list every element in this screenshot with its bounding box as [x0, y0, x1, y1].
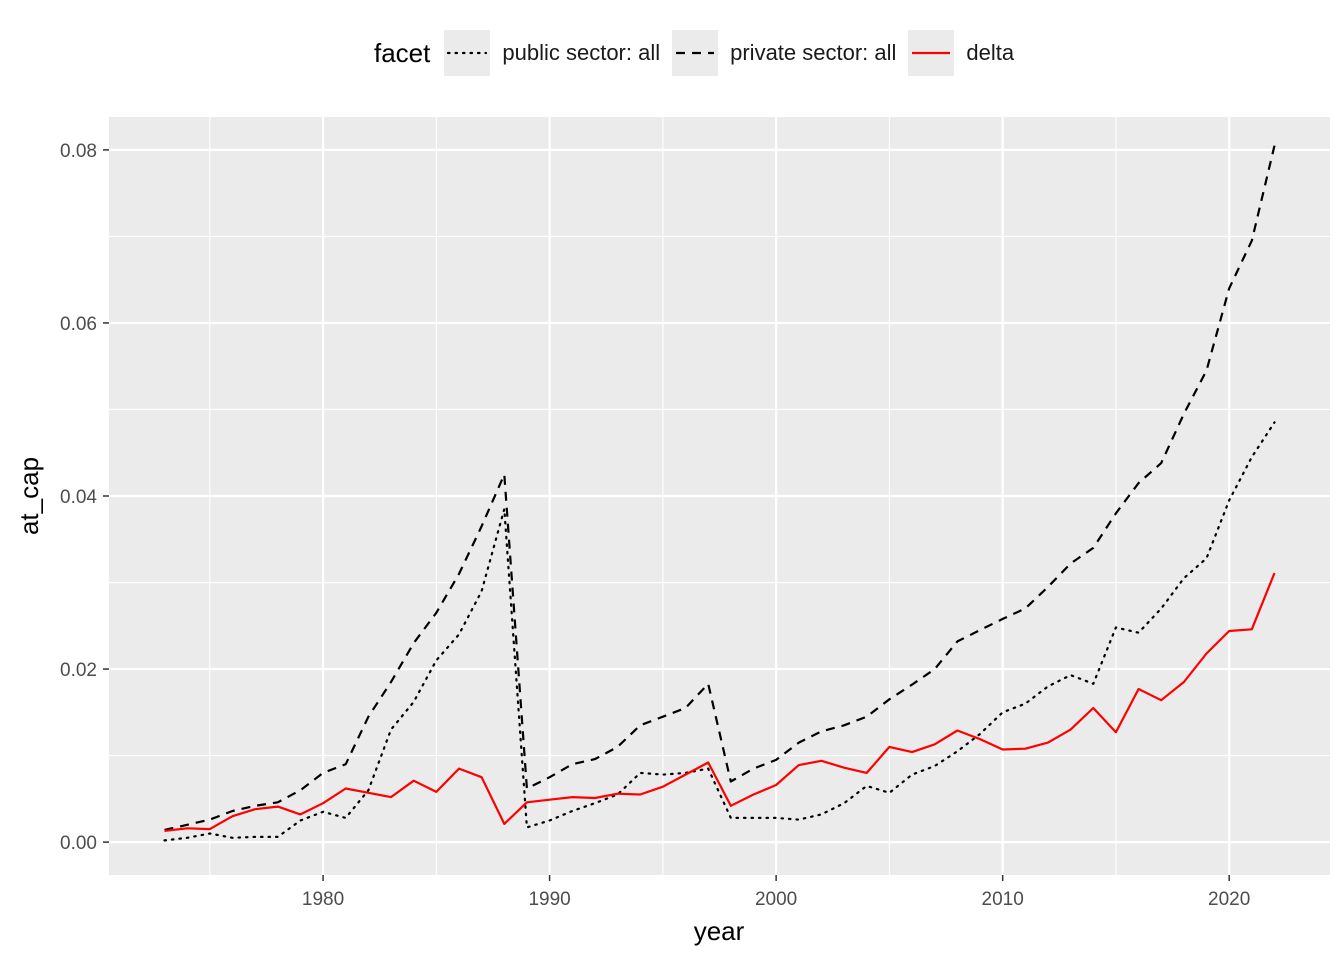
y-tick-label: 0.06: [60, 314, 97, 335]
x-axis-title: year: [694, 916, 745, 946]
legend-item-delta: delta: [908, 30, 1014, 76]
legend-label-private: private sector: all: [730, 40, 897, 65]
series-line-solid: [164, 572, 1276, 832]
x-tick-label: 2010: [982, 889, 1024, 910]
legend-label-delta: delta: [966, 40, 1015, 65]
legend-key-private: [672, 30, 719, 76]
legend-title: facet: [374, 37, 431, 68]
major-gridlines: [109, 117, 1330, 875]
legend-key-public: [444, 30, 491, 76]
x-tick-label: 1990: [528, 889, 570, 910]
x-tick-label: 2020: [1208, 889, 1250, 910]
x-tick-label: 1980: [302, 889, 344, 910]
y-tick-label: 0.08: [60, 141, 97, 162]
series-line-dashed: [164, 145, 1276, 832]
legend-key-delta: [908, 30, 955, 76]
y-axis: 0.00 0.02 0.04 0.06 0.08: [60, 141, 109, 854]
x-axis: 1980 1990 2000 2010 2020: [302, 875, 1250, 910]
y-tick-label: 0.02: [60, 660, 97, 681]
y-tick-label: 0.04: [60, 487, 97, 508]
y-axis-title: at_cap: [14, 457, 44, 535]
series-line-dotted: [163, 421, 1276, 842]
legend: facet public sector: all private sector:…: [374, 28, 1026, 78]
legend-item-public: public sector: all: [444, 30, 660, 76]
y-tick-label: 0.00: [60, 833, 97, 854]
legend-item-private: private sector: all: [672, 30, 896, 76]
legend-label-public: public sector: all: [502, 40, 661, 65]
x-tick-label: 2000: [755, 889, 797, 910]
series-layer: [163, 145, 1276, 842]
